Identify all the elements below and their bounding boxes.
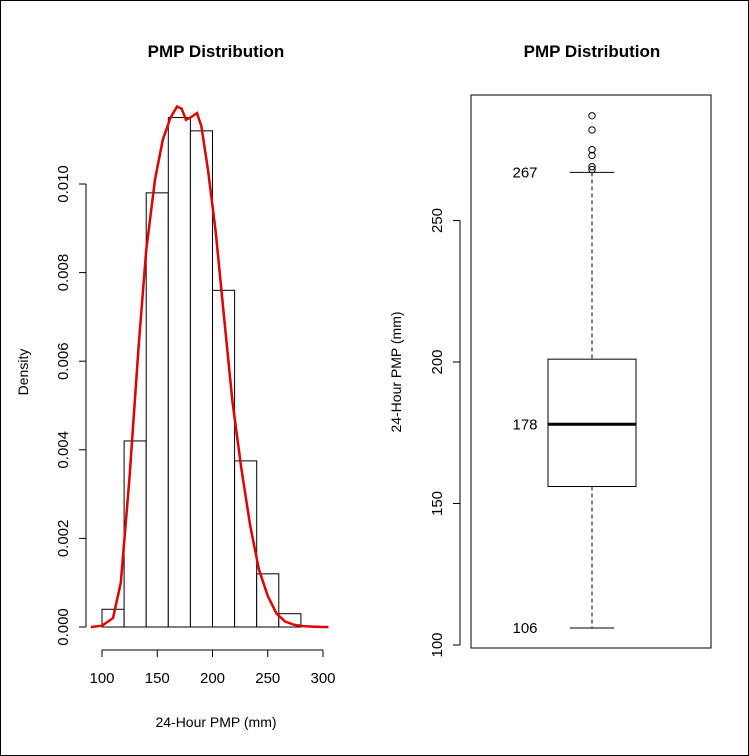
histogram-x-label: 24-Hour PMP (mm): [155, 714, 276, 730]
outlier-point: [588, 165, 596, 174]
outlier-point: [588, 146, 596, 154]
histogram-y-tick-label: 0.008: [55, 254, 72, 292]
histogram-y-tick-label: 0.000: [55, 608, 72, 646]
boxplot-body: [547, 112, 637, 629]
boxplot-y-axis: 100 150 200 250: [429, 208, 461, 658]
boxplot-plot-border: [470, 94, 712, 649]
histogram-bar: [256, 573, 280, 628]
histogram-bar: [212, 289, 236, 628]
histogram-bar: [145, 192, 169, 628]
outlier-point: [588, 126, 596, 134]
histogram-x-tick-label: 300: [310, 670, 335, 687]
density-curve: [90, 104, 329, 629]
outlier-point: [588, 163, 596, 171]
boxplot-panel: PMP Distribution 100 150 200 250 24-Hour PM…: [388, 42, 712, 658]
boxplot-y-tick-label: 250: [429, 208, 446, 233]
histogram-y-tick-label: 0.004: [55, 431, 72, 469]
boxplot-y-tick-label: 100: [429, 632, 446, 657]
annotation-median: 178: [512, 416, 537, 433]
histogram-y-axis: 0.000 0.002 0.004 0.006 0.008 0.010: [55, 165, 87, 646]
histogram-y-tick-label: 0.010: [55, 165, 72, 203]
histogram-bar: [123, 440, 147, 628]
histogram-title: PMP Distribution: [148, 42, 285, 61]
outlier-point: [588, 151, 596, 160]
histogram-x-tick-label: 100: [89, 670, 114, 687]
histogram-bar: [167, 117, 191, 628]
histogram-panel: PMP Distribution 100 150 200 250 300 0.0000.…: [15, 42, 336, 730]
histogram-x-tick-label: 150: [145, 670, 170, 687]
annotation-min: 106: [512, 620, 537, 637]
histogram-y-label: Density: [15, 349, 31, 396]
outlier-point: [588, 112, 596, 120]
histogram-x-tick-label: 200: [200, 670, 225, 687]
histogram-bar: [234, 460, 258, 628]
boxplot-y-label: 24-Hour PMP (mm): [388, 311, 404, 432]
histogram-y-tick-label: 0.002: [55, 520, 72, 558]
annotation-whisker-high: 267: [512, 164, 537, 181]
histogram-y-tick-label: 0.006: [55, 342, 72, 380]
histogram-bar: [278, 613, 302, 628]
histogram-x-tick-label: 250: [255, 670, 280, 687]
boxplot-y-tick-label: 200: [429, 349, 446, 374]
histogram-bar: [189, 130, 213, 628]
histogram-bars: [101, 117, 302, 628]
boxplot-y-tick-label: 150: [429, 491, 446, 516]
boxplot-title: PMP Distribution: [524, 42, 661, 61]
histogram-x-axis: 100 150 200 250 300: [89, 649, 336, 687]
